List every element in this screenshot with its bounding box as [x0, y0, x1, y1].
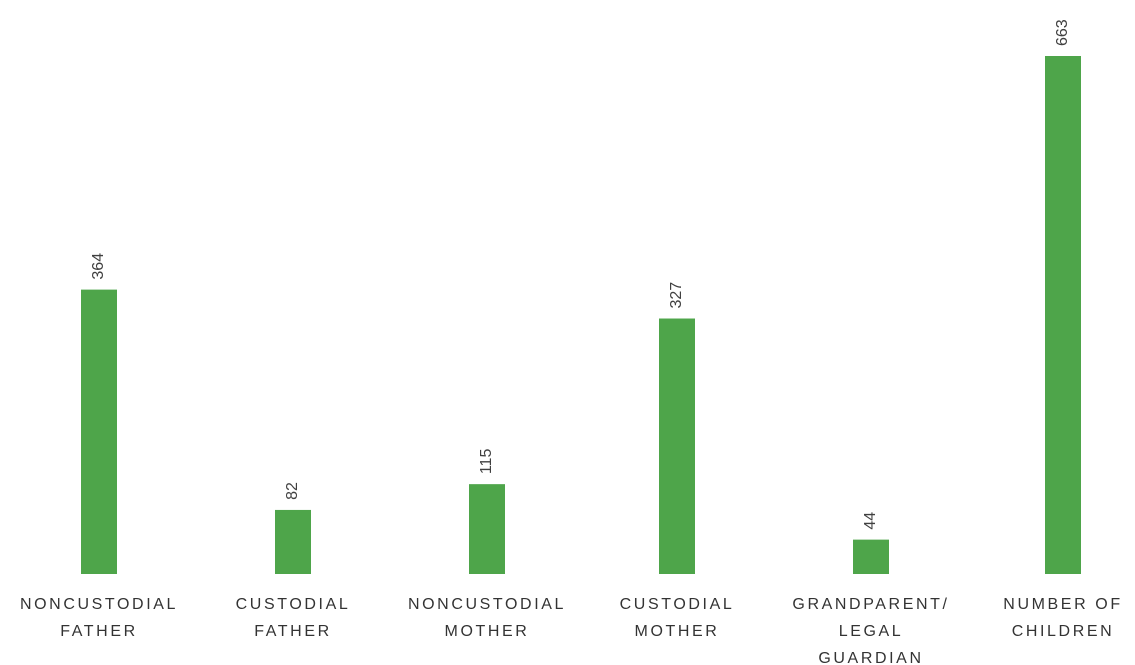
- category-label-4-line-2: GUARDIAN: [818, 650, 923, 665]
- bar-3: [659, 318, 695, 574]
- bar-5: [1045, 56, 1081, 574]
- category-label-3-line-1: MOTHER: [635, 623, 720, 640]
- category-label-4-line-1: LEGAL: [839, 623, 904, 640]
- bar-2: [469, 484, 505, 574]
- bar-4: [853, 539, 889, 574]
- category-label-0-line-0: NONCUSTODIAL: [20, 596, 178, 613]
- category-label-3-line-0: CUSTODIAL: [620, 596, 735, 613]
- category-label-4-line-0: GRANDPARENT/: [792, 596, 949, 613]
- category-label-1-line-1: FATHER: [254, 623, 332, 640]
- data-label-2: 115: [478, 449, 495, 475]
- data-label-4: 44: [862, 512, 879, 530]
- category-label-5-line-0: NUMBER OF: [1003, 596, 1122, 613]
- bar-1: [275, 509, 311, 574]
- category-label-2-line-0: NONCUSTODIAL: [408, 596, 566, 613]
- data-label-1: 82: [284, 482, 301, 500]
- category-label-2-line-1: MOTHER: [445, 623, 530, 640]
- category-label-0-line-1: FATHER: [60, 623, 138, 640]
- category-label-5-line-1: CHILDREN: [1012, 623, 1115, 640]
- data-label-5: 663: [1054, 19, 1071, 46]
- category-label-1-line-0: CUSTODIAL: [236, 596, 351, 613]
- bar-0: [81, 289, 117, 574]
- data-label-0: 364: [90, 253, 107, 280]
- data-label-3: 327: [668, 282, 685, 309]
